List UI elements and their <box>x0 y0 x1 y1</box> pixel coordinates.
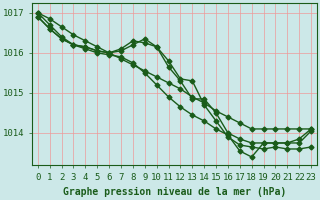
X-axis label: Graphe pression niveau de la mer (hPa): Graphe pression niveau de la mer (hPa) <box>63 187 286 197</box>
